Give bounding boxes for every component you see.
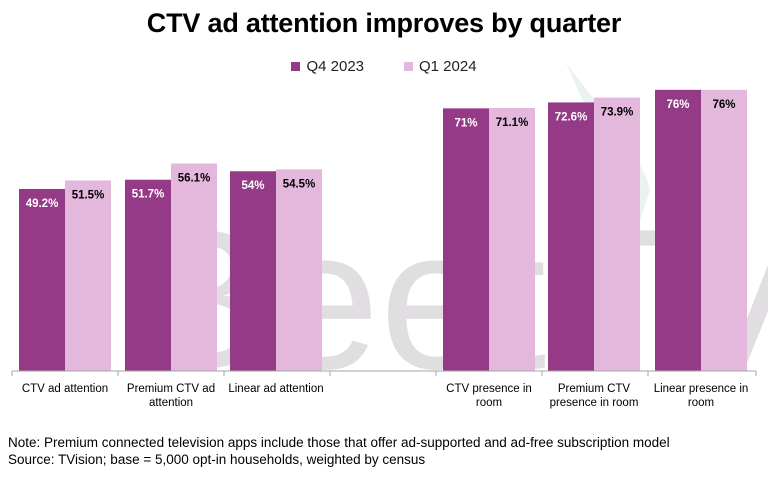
bar-q4-2023-4 — [443, 108, 489, 371]
bar-q4-2023-1 — [19, 188, 65, 371]
bar-q1-2024-3 — [276, 169, 322, 371]
bar-q4-2023-6 — [655, 89, 701, 371]
category-label-4-line2: room — [476, 397, 502, 409]
data-label-q1-2024-6: 76% — [712, 99, 735, 111]
category-label-6-line2: room — [688, 397, 714, 409]
bar-q4-2023-2 — [125, 179, 171, 371]
data-label-q4-2023-4: 71% — [454, 117, 477, 129]
category-label-5: Premium CTV — [558, 383, 631, 395]
data-label-q4-2023-5: 72.6% — [555, 111, 588, 123]
legend-label-q1-2024: Q1 2024 — [419, 58, 477, 75]
legend-swatch-q1-2024 — [404, 62, 413, 71]
bar-q1-2024-5 — [594, 97, 640, 372]
category-labels: CTV ad attention Premium CTV ad attention L… — [22, 383, 748, 409]
bars-layer — [19, 89, 747, 372]
bar-q1-2024-4 — [489, 107, 535, 371]
source-note: Source: TVision; base = 5,000 opt-in hou… — [8, 452, 426, 467]
data-label-q1-2024-1: 51.5% — [72, 189, 105, 201]
legend: Q4 2023 Q1 2024 — [0, 58, 768, 75]
bar-q1-2024-2 — [171, 163, 217, 371]
data-label-q4-2023-3: 54% — [241, 180, 264, 192]
bar-q4-2023-5 — [548, 102, 594, 371]
category-label-6: Linear presence in — [654, 383, 749, 395]
data-label-q1-2024-3: 54.5% — [283, 178, 316, 190]
chart-title: CTV ad attention improves by quarter — [146, 8, 622, 38]
category-label-5-line2: presence in room — [550, 397, 639, 409]
data-label-q1-2024-5: 73.9% — [601, 107, 634, 119]
bar-q1-2024-1 — [65, 180, 111, 371]
legend-item-q4-2023: Q4 2023 — [291, 58, 364, 75]
data-label-q4-2023-6: 76% — [666, 99, 689, 111]
category-label-1: CTV ad attention — [22, 383, 108, 395]
data-label-q1-2024-4: 71.1% — [496, 117, 529, 129]
bar-q4-2023-3 — [230, 171, 276, 371]
bar-q1-2024-6 — [701, 89, 747, 371]
category-label-2: Premium CTV ad — [127, 383, 215, 395]
legend-label-q4-2023: Q4 2023 — [306, 58, 364, 75]
data-label-q4-2023-2: 51.7% — [132, 189, 165, 201]
data-labels: 49.2% 51.5% 51.7% 56.1% 54% 54.5% 71% 71.1% 72.6… — [26, 99, 736, 210]
legend-swatch-q4-2023 — [291, 62, 301, 71]
legend-item-q1-2024: Q1 2024 — [404, 58, 477, 75]
category-label-2-line2: attention — [149, 397, 193, 409]
category-label-3: Linear ad attention — [228, 383, 323, 395]
footnote: Note: Premium connected television apps … — [8, 435, 670, 450]
x-axis-ticks — [11, 371, 757, 376]
category-label-4: CTV presence in — [446, 383, 532, 395]
data-label-q1-2024-2: 56.1% — [178, 172, 211, 184]
data-label-q4-2023-1: 49.2% — [26, 198, 59, 210]
